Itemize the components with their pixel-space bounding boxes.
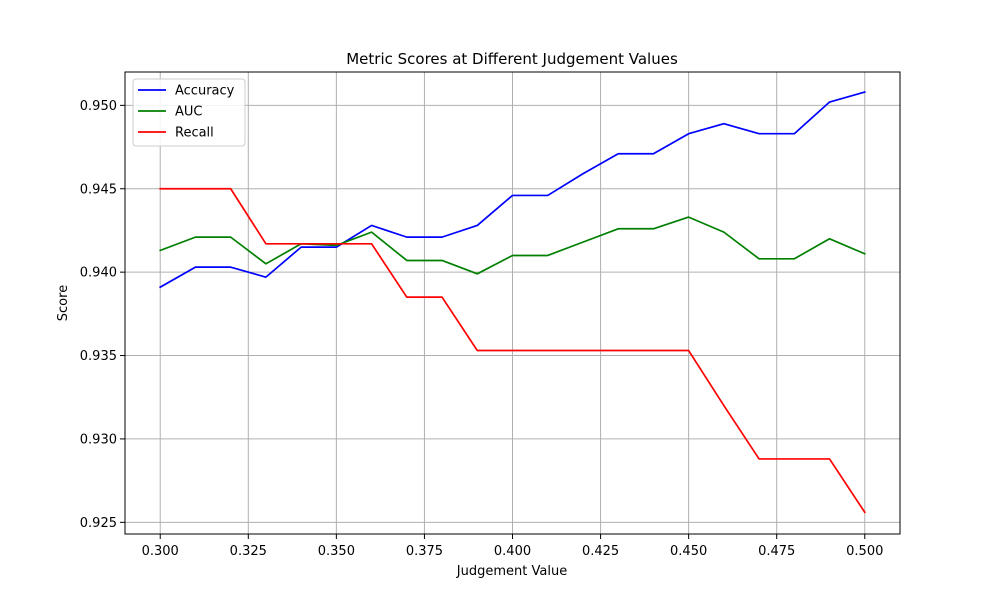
legend-label-auc: AUC bbox=[175, 105, 203, 120]
y-tick-label: 0.940 bbox=[80, 266, 117, 281]
y-tick-label: 0.950 bbox=[80, 99, 117, 114]
legend-box bbox=[132, 78, 246, 147]
x-tick-label: 0.350 bbox=[318, 544, 355, 559]
x-axis-ticks: 0.300 0.325 0.350 0.375 0.400 0.425 0.450 0.475… bbox=[142, 534, 883, 559]
x-tick-label: 0.325 bbox=[230, 544, 267, 559]
x-tick-label: 0.425 bbox=[582, 544, 619, 559]
y-tick-label: 0.935 bbox=[80, 349, 117, 364]
y-tick-label: 0.945 bbox=[80, 182, 117, 197]
series-line-auc bbox=[159, 216, 866, 275]
x-tick-label: 0.300 bbox=[142, 544, 179, 559]
legend-label-accuracy: Accuracy bbox=[175, 84, 235, 99]
x-tick-label: 0.375 bbox=[406, 544, 443, 559]
series-layer bbox=[159, 90, 866, 514]
legend-label-recall: Recall bbox=[175, 126, 214, 141]
y-tick-label: 0.930 bbox=[80, 432, 117, 447]
legend: Accuracy AUC Recall bbox=[132, 78, 246, 147]
series-line-accuracy bbox=[159, 90, 866, 289]
y-axis-ticks: 0.925 0.930 0.935 0.940 0.945 0.950 bbox=[80, 99, 125, 531]
x-tick-label: 0.450 bbox=[670, 544, 707, 559]
y-axis-label: Score bbox=[56, 285, 71, 321]
series-line-recall bbox=[159, 187, 866, 514]
grid-layer bbox=[125, 72, 900, 534]
chart-title: Metric Scores at Different Judgement Val… bbox=[346, 50, 678, 68]
x-axis-label: Judgement Value bbox=[456, 564, 567, 579]
x-tick-label: 0.500 bbox=[846, 544, 883, 559]
y-tick-label: 0.925 bbox=[80, 516, 117, 531]
x-tick-label: 0.400 bbox=[494, 544, 531, 559]
x-tick-label: 0.475 bbox=[758, 544, 795, 559]
